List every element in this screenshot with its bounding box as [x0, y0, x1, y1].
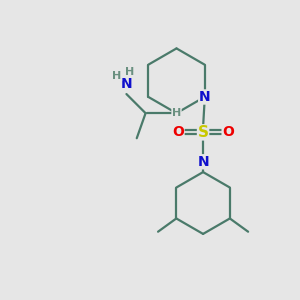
- Text: H: H: [172, 108, 181, 118]
- Text: S: S: [198, 125, 208, 140]
- Text: N: N: [121, 77, 132, 91]
- Text: H: H: [125, 67, 134, 77]
- Text: H: H: [112, 71, 122, 81]
- Text: O: O: [222, 125, 234, 139]
- Text: N: N: [199, 90, 210, 104]
- Text: O: O: [172, 125, 184, 139]
- Text: N: N: [197, 155, 209, 169]
